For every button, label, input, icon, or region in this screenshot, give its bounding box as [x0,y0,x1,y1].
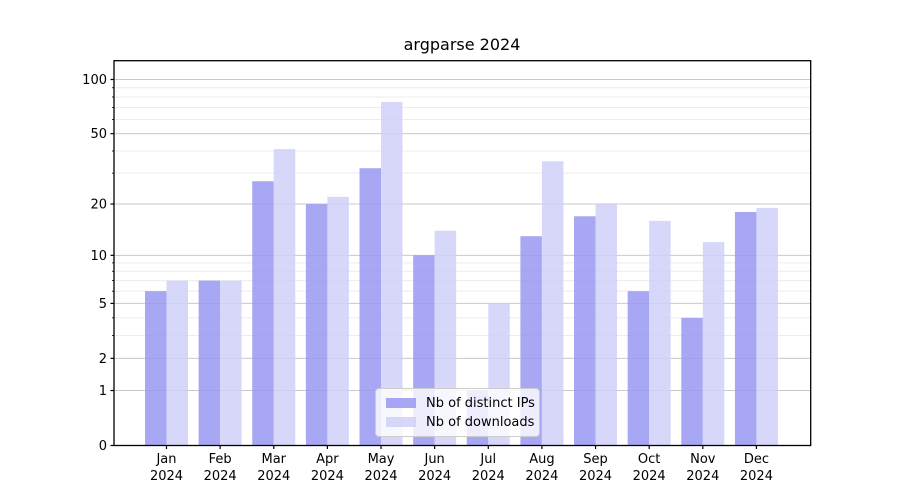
bar-downloads-feb [220,280,242,446]
legend-label-0: Nb of distinct IPs [426,395,535,411]
x-tick-label-year-jun: 2024 [418,469,451,484]
x-tick-label-year-sep: 2024 [579,469,612,484]
bar-ips-sep [574,216,596,446]
bar-downloads-may [381,102,403,446]
x-tick-label-year-mar: 2024 [257,469,290,484]
x-tick-label-year-dec: 2024 [740,469,773,484]
x-tick-label-year-feb: 2024 [204,469,237,484]
x-tick-label-month-jun: Jun [423,452,444,467]
bar-downloads-apr [327,196,349,446]
x-tick-label-month-oct: Oct [638,452,660,467]
x-tick-label-month-jul: Jul [479,452,496,467]
x-tick-label-year-apr: 2024 [311,469,344,484]
legend-item-1: Nb of downloads [386,415,539,430]
legend-swatch-0 [386,398,416,408]
y-tick-label-2: 2 [99,352,107,367]
bar-ips-oct [627,291,650,446]
x-tick-label-month-apr: Apr [316,452,339,467]
bar-ips-apr [305,204,328,446]
x-tick-label-month-jan: Jan [155,452,176,467]
bar-ips-feb [198,280,221,446]
x-tick-label-year-jan: 2024 [150,469,183,484]
y-tick-label-100: 100 [82,73,107,88]
bar-downloads-oct [649,220,671,446]
x-tick-label-year-oct: 2024 [633,469,666,484]
chart-title: argparse 2024 [404,35,521,54]
x-axis-ticks: Jan 2024 Feb 2024 Mar 2024 Apr 2024 May 2024 Jun 20… [150,445,773,484]
bar-ips-mar [252,181,274,446]
x-tick-label-month-nov: Nov [690,452,716,467]
y-tick-label-0: 0 [99,439,107,454]
x-tick-label-month-may: May [368,452,395,467]
legend-swatch-1 [386,417,416,427]
bar-downloads-sep [595,204,618,446]
x-tick-label-month-dec: Dec [744,452,769,467]
x-tick-label-month-sep: Sep [583,452,608,467]
y-tick-label-50: 50 [90,127,107,142]
bar-downloads-nov [702,242,725,446]
x-tick-label-month-feb: Feb [209,452,232,467]
bar-ips-nov [681,317,703,446]
x-tick-label-year-aug: 2024 [525,469,558,484]
y-tick-label-20: 20 [90,198,107,213]
legend: Nb of distinct IPs Nb of downloads [375,388,540,437]
bar-ips-dec [734,211,757,446]
x-tick-label-year-may: 2024 [364,469,397,484]
y-tick-label-1: 1 [99,384,107,399]
bar-ips-jan [145,291,167,446]
y-tick-label-5: 5 [99,297,107,312]
bar-downloads-mar [273,149,296,446]
x-tick-label-month-mar: Mar [261,452,286,467]
bar-downloads-jan [166,280,188,446]
legend-label-1: Nb of downloads [426,414,535,430]
x-tick-label-month-aug: Aug [529,452,554,467]
bar-downloads-dec [756,207,778,446]
x-tick-label-year-jul: 2024 [472,469,505,484]
bar-downloads-aug [541,161,564,446]
x-tick-label-year-nov: 2024 [686,469,719,484]
legend-item-0: Nb of distinct IPs [386,396,539,411]
bar-ips-may [359,168,382,446]
plot-frame [113,60,812,447]
y-tick-label-10: 10 [90,249,107,264]
